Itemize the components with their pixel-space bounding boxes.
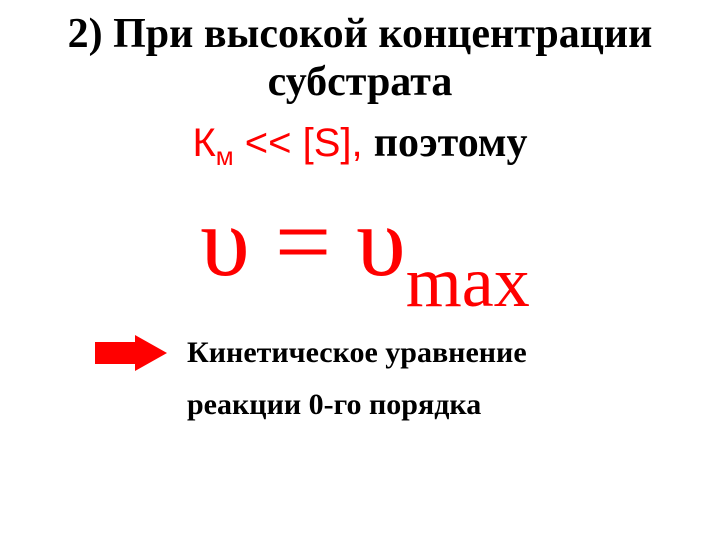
slide-content: 2) При высокой концентрации субстрата Км… <box>0 0 720 540</box>
equation: υ = υmax <box>30 187 690 312</box>
max-subscript: max <box>406 242 530 322</box>
heading: 2) При высокой концентрации субстрата <box>30 10 690 107</box>
footer-line2: реакции 0-го порядка <box>187 379 527 432</box>
condition-line: Км << [S], поэтому <box>30 119 690 172</box>
km-subscript: м <box>216 141 234 171</box>
km-symbol: Км <box>192 121 244 165</box>
footer-text: Кинетическое уравнение реакции 0-го поря… <box>187 327 527 432</box>
upsilon-lhs: υ <box>200 186 250 297</box>
relation-text: << [S], <box>245 121 374 165</box>
upsilon-rhs: υ <box>356 186 406 297</box>
equals-sign: = <box>250 186 356 297</box>
arrow-icon <box>95 335 167 371</box>
km-base: К <box>192 121 215 165</box>
therefore-text: поэтому <box>374 120 528 166</box>
footer-line1: Кинетическое уравнение <box>187 327 527 380</box>
footer-row: Кинетическое уравнение реакции 0-го поря… <box>30 327 690 432</box>
